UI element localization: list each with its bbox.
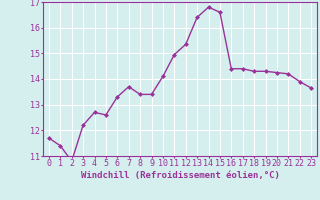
X-axis label: Windchill (Refroidissement éolien,°C): Windchill (Refroidissement éolien,°C) [81,171,279,180]
